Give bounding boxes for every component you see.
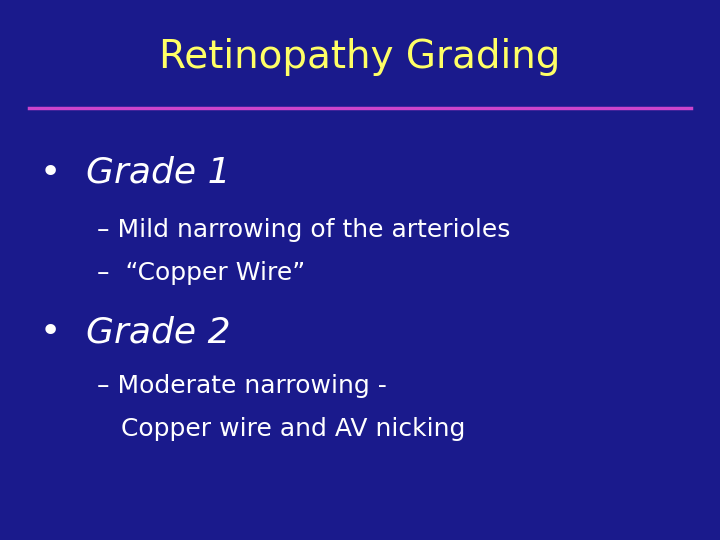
Text: Grade 2: Grade 2 [86,315,231,349]
Text: –  “Copper Wire”: – “Copper Wire” [97,261,305,285]
Text: Grade 1: Grade 1 [86,156,231,190]
Text: •: • [40,156,61,190]
Text: •: • [40,315,61,349]
Text: Copper wire and AV nicking: Copper wire and AV nicking [97,417,466,441]
Text: – Moderate narrowing -: – Moderate narrowing - [97,374,387,398]
Text: Retinopathy Grading: Retinopathy Grading [159,38,561,76]
Text: – Mild narrowing of the arterioles: – Mild narrowing of the arterioles [97,218,510,241]
